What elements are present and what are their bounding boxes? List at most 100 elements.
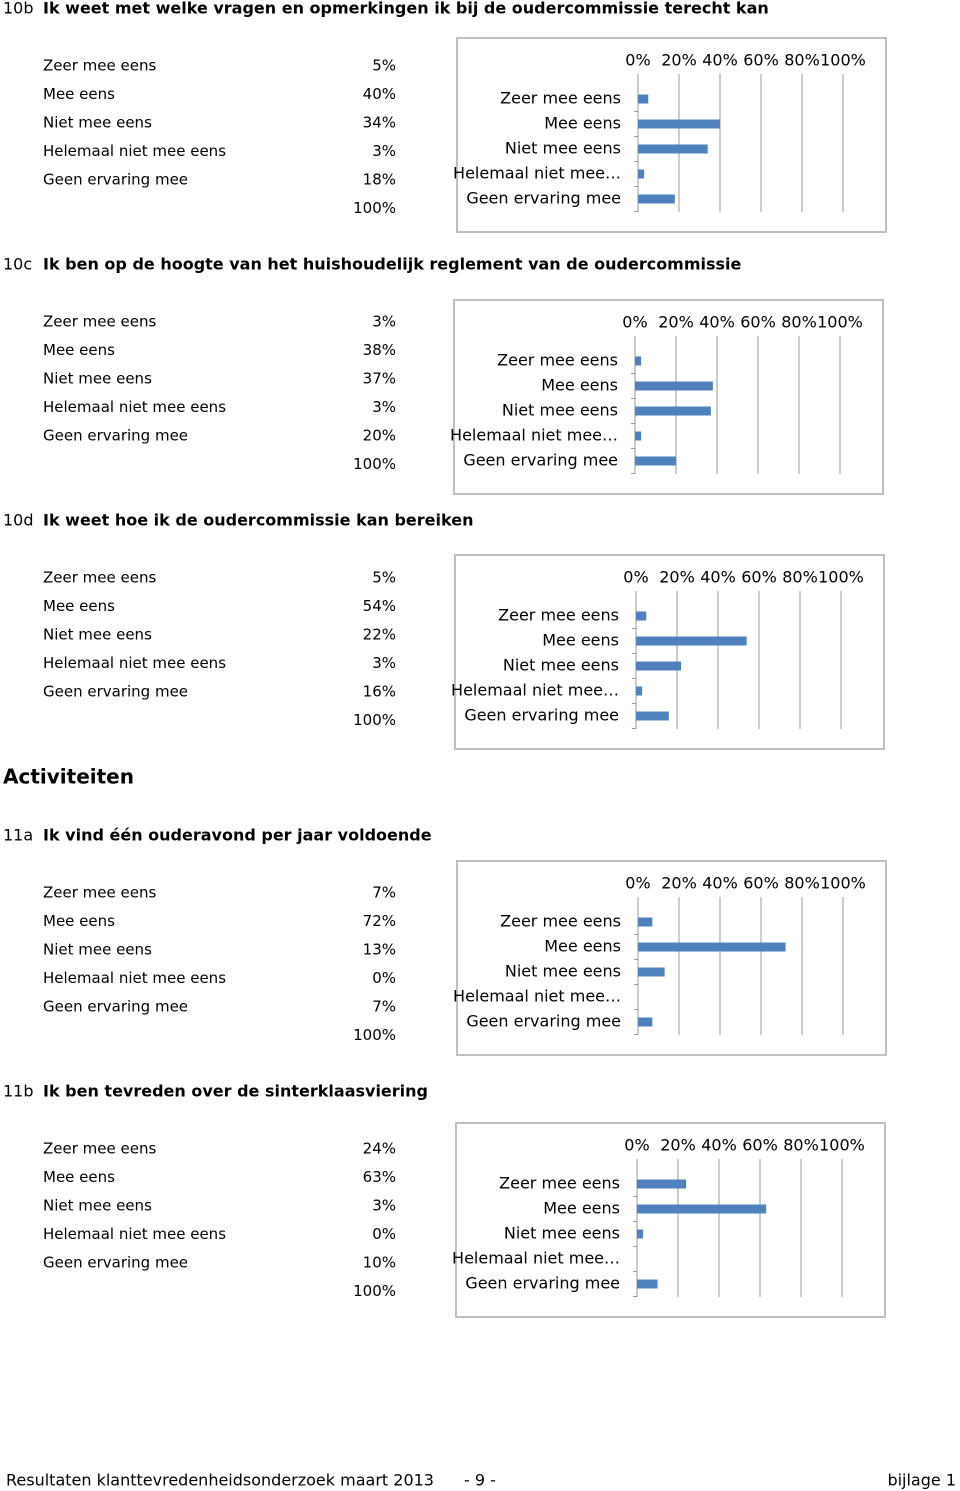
table-value: 13%	[363, 941, 396, 959]
table-value: 3%	[372, 654, 396, 672]
bar-label: Zeer mee eens	[498, 606, 619, 625]
table-category: Geen ervaring mee	[43, 998, 188, 1016]
table-category: Niet mee eens	[43, 626, 152, 644]
bar	[637, 1204, 767, 1214]
chart-box	[456, 860, 887, 1056]
section-number: 11a	[3, 826, 33, 845]
footer-center: - 9 -	[464, 1471, 496, 1490]
table-category: Zeer mee eens	[43, 1140, 156, 1158]
table-category: Helemaal niet mee eens	[43, 969, 226, 987]
table-value: 7%	[372, 884, 396, 902]
section-title: Ik weet met welke vragen en opmerkingen …	[43, 0, 769, 18]
bar-label: Mee eens	[544, 937, 621, 956]
bar-label: Mee eens	[543, 1199, 620, 1218]
table-value: 3%	[372, 1197, 396, 1215]
bar-label: Mee eens	[544, 114, 621, 133]
table-category: Helemaal niet mee eens	[43, 398, 226, 416]
table-value: 37%	[363, 370, 396, 388]
table-value: 22%	[363, 626, 396, 644]
table-category: Geen ervaring mee	[43, 1254, 188, 1272]
table-category: Geen ervaring mee	[43, 427, 188, 445]
chart-box	[455, 1122, 886, 1318]
x-tick-label: 60%	[743, 51, 779, 70]
bar	[635, 456, 676, 466]
footer-right: bijlage 1	[887, 1471, 956, 1490]
table-category: Mee eens	[43, 341, 115, 359]
chart-box	[454, 554, 885, 750]
bar-label: Mee eens	[541, 376, 618, 395]
x-tick-label: 80%	[784, 874, 820, 893]
section-heading: Activiteiten	[3, 765, 134, 789]
table-category: Niet mee eens	[43, 1197, 152, 1215]
table-value: 0%	[372, 1225, 396, 1243]
bar-label: Niet mee eens	[505, 962, 621, 981]
x-tick-label: 100%	[820, 874, 866, 893]
bar	[638, 119, 720, 129]
table-value: 0%	[372, 969, 396, 987]
table-value: 72%	[363, 912, 396, 930]
bar-label: Helemaal niet mee…	[453, 987, 621, 1006]
table-total: 100%	[353, 711, 396, 729]
bar-label: Niet mee eens	[502, 401, 618, 420]
table-value: 24%	[363, 1140, 396, 1158]
table-value: 16%	[363, 683, 396, 701]
x-tick-label: 20%	[660, 1136, 696, 1155]
table-total: 100%	[353, 1282, 396, 1300]
bar	[638, 169, 645, 179]
table-value: 3%	[372, 398, 396, 416]
x-tick-label: 100%	[820, 51, 866, 70]
bar-label: Zeer mee eens	[497, 351, 618, 370]
bar-label: Helemaal niet mee…	[450, 426, 618, 445]
table-value: 54%	[363, 597, 396, 615]
bar-label: Helemaal niet mee…	[453, 164, 621, 183]
x-tick-label: 60%	[743, 874, 779, 893]
table-value: 5%	[372, 569, 396, 587]
bar-label: Zeer mee eens	[500, 89, 621, 108]
bar	[636, 711, 669, 721]
bar	[637, 1279, 658, 1289]
bar	[635, 381, 713, 391]
section-title: Ik ben op de hoogte van het huishoudelij…	[43, 255, 742, 274]
table-category: Zeer mee eens	[43, 313, 156, 331]
x-tick-label: 80%	[782, 568, 818, 587]
x-tick-label: 20%	[658, 313, 694, 332]
bar-label: Geen ervaring mee	[464, 706, 619, 725]
x-tick-label: 20%	[661, 51, 697, 70]
table-category: Mee eens	[43, 597, 115, 615]
bar	[636, 686, 643, 696]
bar	[635, 431, 642, 441]
table-value: 5%	[372, 57, 396, 75]
bar	[636, 611, 647, 621]
table-category: Zeer mee eens	[43, 57, 156, 75]
table-value: 10%	[363, 1254, 396, 1272]
bar	[635, 406, 711, 416]
footer-left: Resultaten klanttevredenheidsonderzoek m…	[6, 1471, 434, 1490]
x-tick-label: 0%	[625, 874, 650, 893]
bar	[638, 1017, 653, 1027]
x-tick-label: 0%	[622, 313, 647, 332]
bar	[636, 661, 682, 671]
table-value: 20%	[363, 427, 396, 445]
bar	[637, 1179, 687, 1189]
bar	[638, 967, 665, 977]
section-number: 10c	[3, 255, 32, 274]
bar-label: Zeer mee eens	[500, 912, 621, 931]
table-category: Mee eens	[43, 912, 115, 930]
x-tick-label: 0%	[624, 1136, 649, 1155]
x-tick-label: 0%	[625, 51, 650, 70]
table-category: Helemaal niet mee eens	[43, 654, 226, 672]
table-value: 34%	[363, 114, 396, 132]
section-title: Ik vind één ouderavond per jaar voldoend…	[43, 826, 432, 845]
x-tick-label: 40%	[702, 874, 738, 893]
table-category: Helemaal niet mee eens	[43, 1225, 226, 1243]
table-value: 18%	[363, 171, 396, 189]
section-title: Ik ben tevreden over de sinterklaasvieri…	[43, 1082, 428, 1101]
section-number: 10b	[3, 0, 34, 18]
x-tick-label: 40%	[701, 1136, 737, 1155]
x-tick-label: 80%	[784, 51, 820, 70]
table-value: 38%	[363, 341, 396, 359]
x-tick-label: 40%	[700, 568, 736, 587]
x-tick-label: 80%	[783, 1136, 819, 1155]
bar-label: Geen ervaring mee	[463, 451, 618, 470]
section-number: 11b	[3, 1082, 34, 1101]
